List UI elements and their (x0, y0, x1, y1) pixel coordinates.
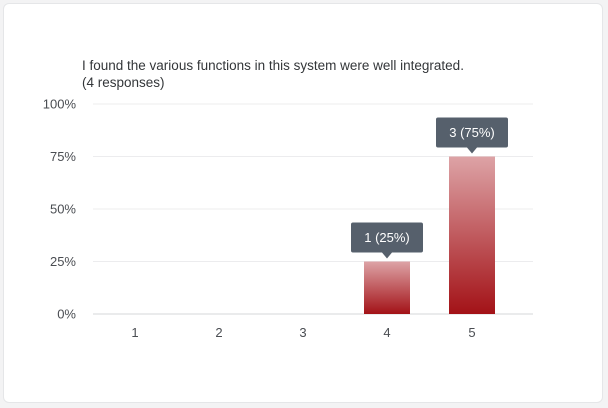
data-label: 3 (75%) (449, 125, 495, 140)
chart-subtitle: (4 responses) (82, 75, 165, 90)
bar-4[interactable] (364, 261, 410, 315)
y-tick-label: 0% (57, 307, 76, 322)
y-tick-label: 50% (50, 202, 76, 217)
data-label-tooltip: 3 (75%) (436, 117, 508, 154)
chart-title: I found the various functions in this sy… (82, 58, 464, 73)
tooltip-box (351, 222, 423, 253)
y-tick-label: 25% (50, 254, 76, 269)
x-tick-label: 2 (215, 325, 222, 340)
y-axis-ticks: 0% 25% 50% 75% 100% (43, 97, 77, 322)
data-labels: 1 (25%) 3 (75%) (351, 117, 508, 259)
x-axis-ticks: 1 2 3 4 5 (131, 325, 475, 340)
tooltip-pointer (382, 252, 392, 259)
data-label: 1 (25%) (364, 230, 410, 245)
chart-title-block: I found the various functions in this sy… (82, 57, 464, 91)
x-tick-label: 4 (383, 325, 390, 340)
y-tick-label: 100% (43, 97, 77, 112)
x-tick-label: 1 (131, 325, 138, 340)
tooltip-pointer (467, 147, 477, 154)
chart-card: I found the various functions in this sy… (3, 3, 603, 403)
bar-5[interactable] (449, 156, 495, 315)
bars (364, 156, 495, 315)
x-tick-label: 3 (299, 325, 306, 340)
data-label-tooltip: 1 (25%) (351, 222, 423, 259)
y-tick-label: 75% (50, 149, 76, 164)
x-tick-label: 5 (468, 325, 475, 340)
tooltip-box (436, 117, 508, 148)
